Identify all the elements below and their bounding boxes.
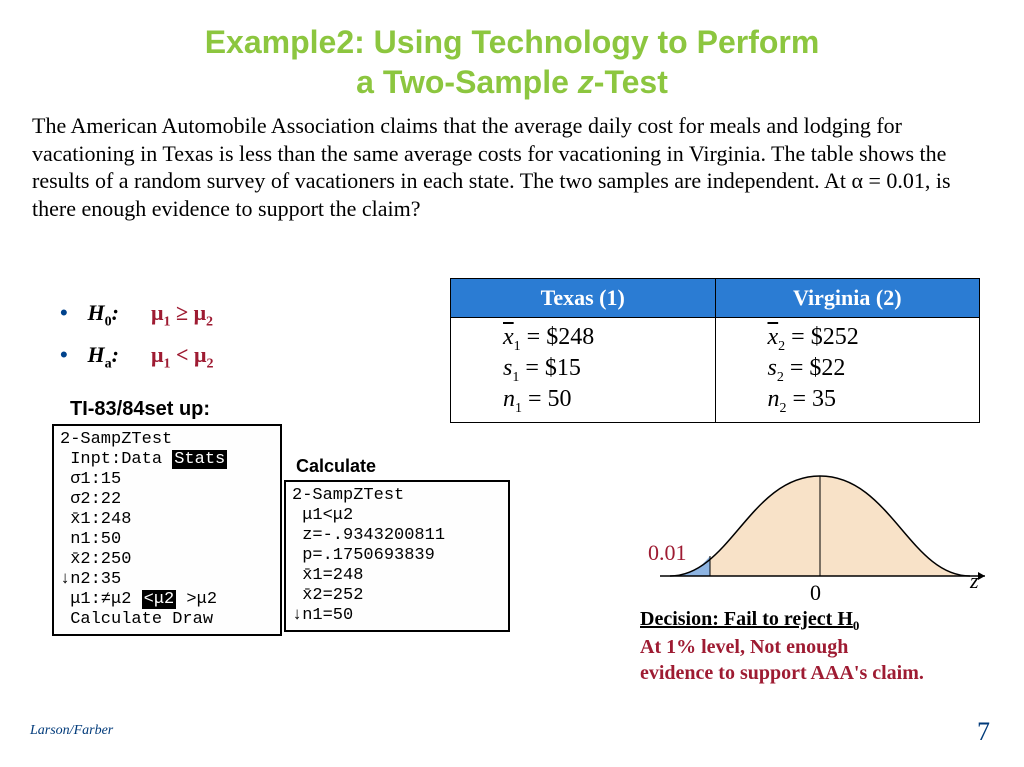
h0-expression: μ1 ≥ μ2 <box>151 300 213 325</box>
calculator-screen-result: 2-SampZTest μ1<μ2 z=-.9343200811 p=.1750… <box>284 480 510 632</box>
alt-hypothesis: • Ha: μ1 < μ2 <box>60 342 214 372</box>
table-header-texas: Texas (1) <box>451 279 716 318</box>
h0-label: H0: <box>88 300 132 330</box>
title-line2-prefix: a Two-Sample <box>356 64 578 100</box>
footer-page-number: 7 <box>977 717 990 747</box>
table-row: x1 = $248s1 = $15n1 = 50 x2 = $252s2 = $… <box>451 318 980 423</box>
null-hypothesis: • H0: μ1 ≥ μ2 <box>60 300 214 330</box>
title-line2-suffix: -Test <box>594 64 668 100</box>
decision-line1: Decision: Fail to reject H0 <box>640 608 924 634</box>
decision-line2: At 1% level, Not enough <box>640 634 924 660</box>
z-axis-label: z <box>970 568 979 594</box>
hypotheses-block: • H0: μ1 ≥ μ2 • Ha: μ1 < μ2 <box>60 300 214 385</box>
decision-block: Decision: Fail to reject H0 At 1% level,… <box>640 608 924 686</box>
table-header-virginia: Virginia (2) <box>715 279 980 318</box>
zero-mark: 0 <box>810 580 821 606</box>
problem-statement: The American Automobile Association clai… <box>0 112 1024 222</box>
bullet-icon: • <box>60 300 70 326</box>
title-line1: Example2: Using Technology to Perform <box>205 24 820 60</box>
ha-expression: μ1 < μ2 <box>151 342 214 367</box>
bullet-icon: • <box>60 342 70 368</box>
ti-setup-label: TI-83/84set up: <box>70 398 210 421</box>
calculator-screen-setup: 2-SampZTest Inpt:Data Stats σ1:15 σ2:22 … <box>52 424 282 636</box>
slide-title: Example2: Using Technology to Perform a … <box>0 0 1024 112</box>
ha-label: Ha: <box>88 342 132 372</box>
decision-line3: evidence to support AAA's claim. <box>640 660 924 686</box>
sample-data-table: Texas (1) Virginia (2) x1 = $248s1 = $15… <box>450 278 980 423</box>
alpha-value: 0.01 <box>648 540 687 566</box>
footer-author: Larson/Farber <box>30 723 113 739</box>
calculate-label: Calculate <box>296 456 376 477</box>
title-line2-ital: z <box>578 64 594 100</box>
